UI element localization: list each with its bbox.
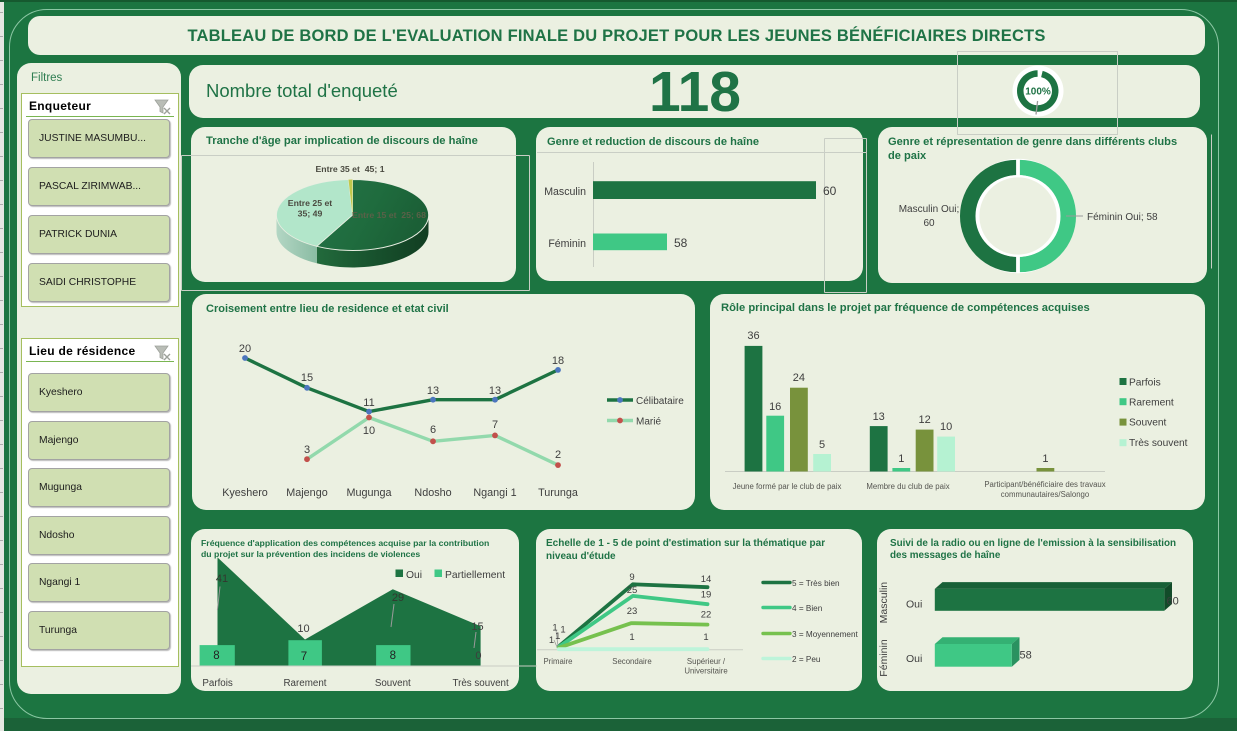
svg-text:Majengo: Majengo xyxy=(286,487,327,499)
svg-text:6: 6 xyxy=(430,424,436,436)
svg-text:25: 25 xyxy=(627,585,638,596)
svg-text:Masculin: Masculin xyxy=(878,582,890,624)
svg-text:Féminin: Féminin xyxy=(878,639,890,677)
svg-text:Souvent: Souvent xyxy=(375,678,411,689)
svg-text:41: 41 xyxy=(216,573,228,585)
svg-text:60: 60 xyxy=(923,218,935,229)
svg-text:1: 1 xyxy=(629,632,634,643)
svg-text:Marié: Marié xyxy=(636,417,661,428)
svg-text:1: 1 xyxy=(552,622,557,633)
svg-text:1: 1 xyxy=(703,632,708,643)
svg-text:Très souvent: Très souvent xyxy=(1129,438,1188,449)
svg-text:36: 36 xyxy=(747,330,759,342)
svg-text:Ngangi 1: Ngangi 1 xyxy=(473,487,516,499)
svg-text:60: 60 xyxy=(823,184,837,198)
svg-text:12: 12 xyxy=(918,414,930,426)
svg-text:100%: 100% xyxy=(1025,87,1051,98)
svg-text:Souvent: Souvent xyxy=(1129,418,1167,429)
svg-text:Kyeshero: Kyeshero xyxy=(222,487,268,499)
svg-text:23: 23 xyxy=(627,606,638,617)
svg-text:5: 5 xyxy=(819,439,825,451)
svg-text:Masculin Oui;: Masculin Oui; xyxy=(899,204,960,215)
svg-text:Entre 35 et 45; 1: Entre 35 et 45; 1 xyxy=(315,164,384,174)
svg-text:Turunga: Turunga xyxy=(538,487,578,499)
svg-text:Jeune formé par le club de pai: Jeune formé par le club de paix xyxy=(733,482,842,491)
svg-text:Parfois: Parfois xyxy=(1129,378,1161,389)
svg-text:19: 19 xyxy=(701,590,712,601)
svg-text:Entre 25 et: Entre 25 et xyxy=(288,198,333,208)
svg-text:Supérieur /: Supérieur / xyxy=(687,657,726,666)
svg-text:13: 13 xyxy=(489,385,501,397)
svg-text:3 = Moyennement: 3 = Moyennement xyxy=(792,630,858,639)
svg-text:0: 0 xyxy=(475,650,481,662)
svg-text:13: 13 xyxy=(427,385,439,397)
svg-text:Oui: Oui xyxy=(906,599,922,611)
svg-text:5 = Très bien: 5 = Très bien xyxy=(792,579,840,588)
svg-text:Célibataire: Célibataire xyxy=(636,396,684,407)
svg-text:29: 29 xyxy=(392,592,404,604)
svg-text:Partiellement: Partiellement xyxy=(445,570,505,581)
svg-text:Universitaire: Universitaire xyxy=(684,667,727,676)
svg-text:16: 16 xyxy=(769,401,781,413)
svg-text:Oui: Oui xyxy=(906,653,922,665)
svg-text:15: 15 xyxy=(471,621,483,633)
svg-text:15: 15 xyxy=(301,372,313,384)
svg-text:58: 58 xyxy=(1020,650,1032,662)
svg-text:14: 14 xyxy=(701,574,712,585)
svg-text:Participant/bénéficiaire des t: Participant/bénéficiaire des travaux xyxy=(984,480,1105,489)
svg-text:Membre du club de paix: Membre du club de paix xyxy=(866,482,949,491)
svg-text:Ndosho: Ndosho xyxy=(414,487,451,499)
svg-text:10: 10 xyxy=(363,425,375,437)
svg-text:7: 7 xyxy=(301,651,307,663)
svg-text:communautaires/Salongo: communautaires/Salongo xyxy=(1001,490,1090,499)
svg-text:10: 10 xyxy=(297,623,309,635)
svg-text:2 = Peu: 2 = Peu xyxy=(792,655,821,664)
svg-text:2: 2 xyxy=(555,449,561,461)
svg-text:Rarement: Rarement xyxy=(1129,398,1174,409)
svg-text:22: 22 xyxy=(701,610,712,621)
svg-text:Entre 15 et 25; 68: Entre 15 et 25; 68 xyxy=(352,210,426,220)
svg-text:Mugunga: Mugunga xyxy=(346,487,391,499)
svg-text:3: 3 xyxy=(304,444,310,456)
svg-text:1: 1 xyxy=(549,635,554,646)
svg-text:4 = Bien: 4 = Bien xyxy=(792,604,823,613)
svg-text:11: 11 xyxy=(363,397,374,409)
svg-text:13: 13 xyxy=(873,411,885,423)
svg-text:Oui: Oui xyxy=(406,570,422,581)
svg-text:1: 1 xyxy=(555,631,560,642)
svg-text:24: 24 xyxy=(793,372,805,384)
svg-text:Masculin: Masculin xyxy=(544,186,586,198)
svg-text:60: 60 xyxy=(1167,596,1179,608)
svg-text:7: 7 xyxy=(492,419,498,431)
svg-text:8: 8 xyxy=(213,650,219,662)
svg-text:9: 9 xyxy=(629,572,634,583)
svg-text:18: 18 xyxy=(552,355,564,367)
svg-text:35; 49: 35; 49 xyxy=(298,209,323,219)
svg-text:58: 58 xyxy=(674,236,688,250)
svg-text:1: 1 xyxy=(1042,453,1048,465)
svg-text:Féminin: Féminin xyxy=(548,238,586,250)
svg-text:1: 1 xyxy=(560,624,565,635)
svg-text:1: 1 xyxy=(898,453,904,465)
svg-text:Secondaire: Secondaire xyxy=(612,657,651,666)
svg-text:20: 20 xyxy=(239,343,251,355)
svg-text:10: 10 xyxy=(940,421,952,433)
svg-text:Rarement: Rarement xyxy=(283,678,326,689)
svg-text:Très souvent: Très souvent xyxy=(452,678,509,689)
svg-text:Féminin Oui; 58: Féminin Oui; 58 xyxy=(1087,212,1158,223)
svg-text:8: 8 xyxy=(390,650,396,662)
svg-text:Primaire: Primaire xyxy=(543,657,572,666)
svg-text:Parfois: Parfois xyxy=(202,678,233,689)
